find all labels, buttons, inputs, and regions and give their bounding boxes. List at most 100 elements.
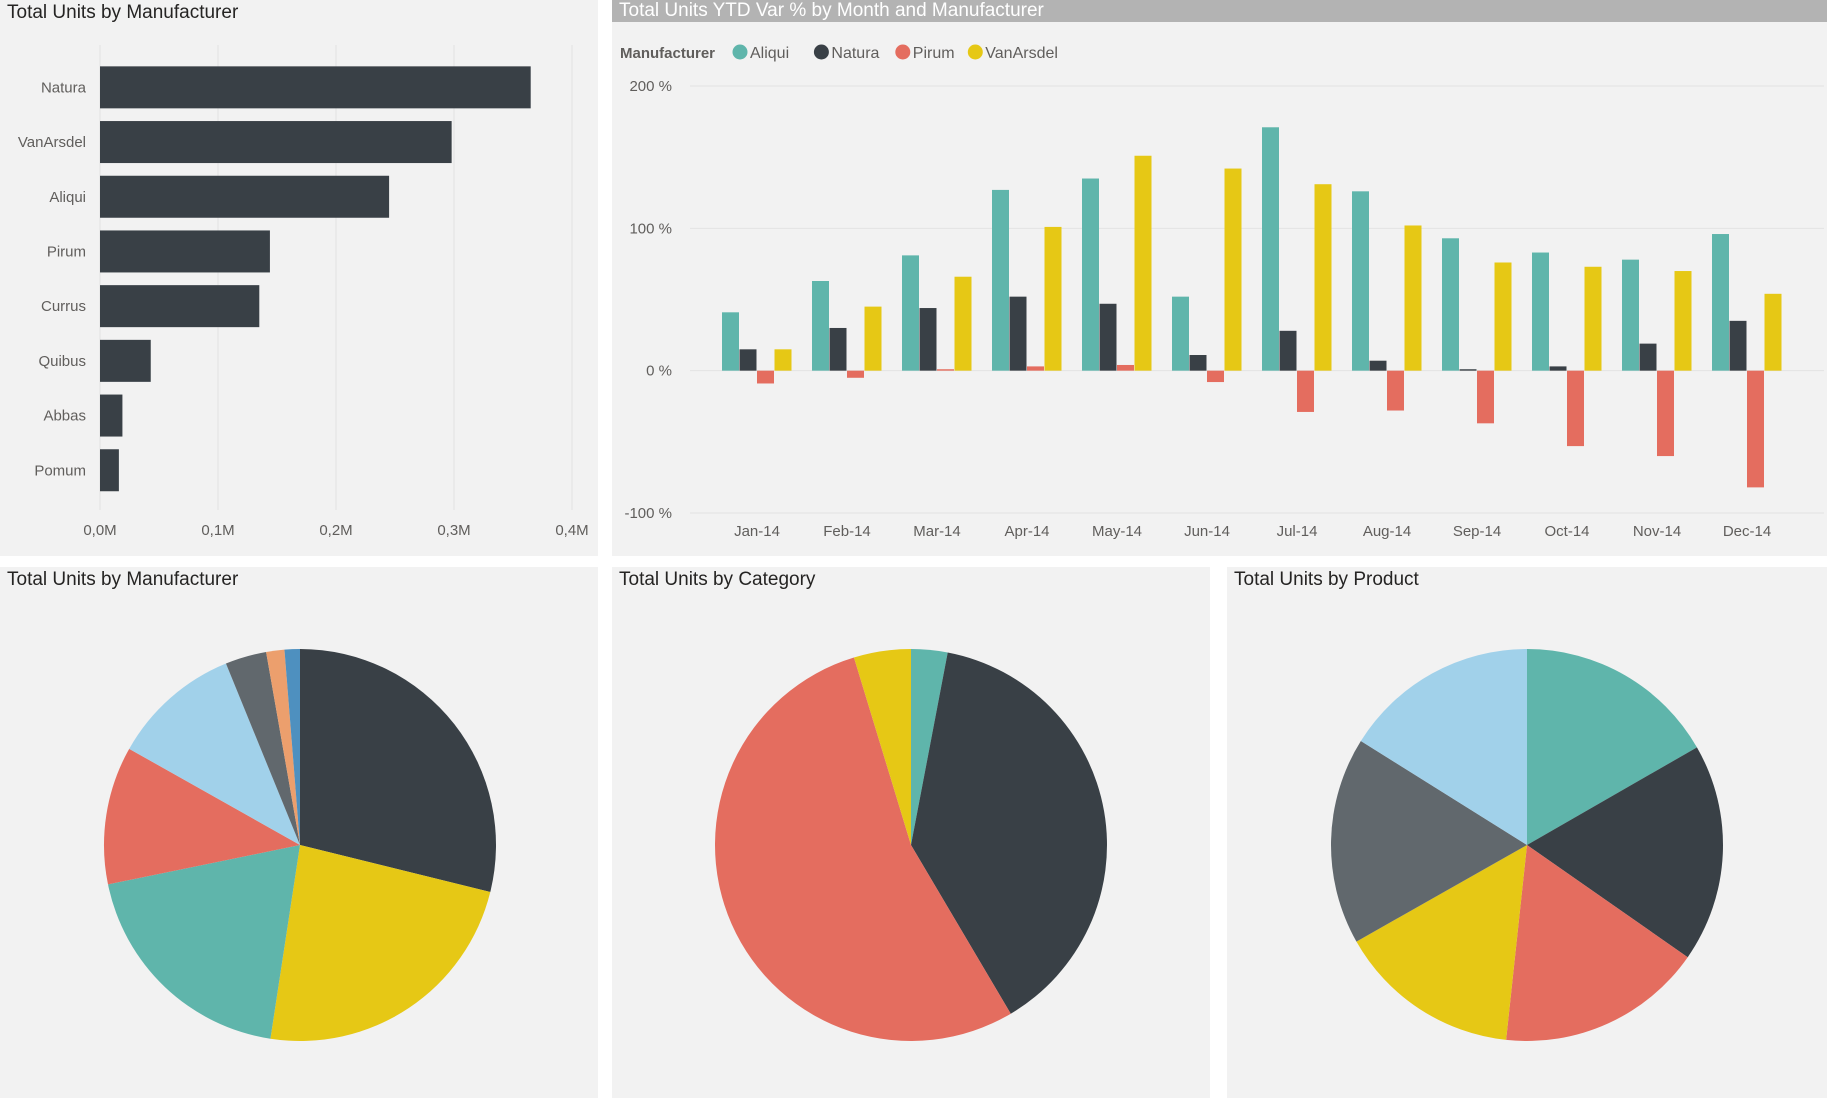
chart-title: Total Units by Category: [619, 569, 816, 590]
column-bar: [1494, 262, 1512, 371]
column-bar: [1584, 266, 1602, 371]
pie-slice: [911, 649, 948, 845]
x-category-label: May-14: [1092, 523, 1142, 540]
x-category-label: Jan-14: [734, 523, 780, 540]
x-category-label: Feb-14: [823, 523, 871, 540]
y-tick-label: -100 %: [624, 505, 672, 522]
pie-slice: [1356, 845, 1527, 1040]
column-bar: [1477, 370, 1494, 424]
y-category-label: Pomum: [34, 462, 86, 479]
column-bar: [1099, 303, 1117, 371]
column-bar: [1747, 370, 1764, 488]
x-category-label: Dec-14: [1723, 523, 1771, 540]
column-bar: [1207, 370, 1224, 383]
x-tick-label: 0,0M: [83, 522, 116, 539]
bar-chart: 0,0M 0,1M 0,2M 0,3M 0,4M Natura VanArsdel Aliqu…: [18, 45, 589, 539]
legend-title: Manufacturer: [620, 45, 715, 62]
bar: [100, 339, 151, 382]
column-bar: [1082, 178, 1099, 371]
y-category-label: VanArsdel: [18, 134, 86, 151]
pie-chart: [104, 649, 496, 1041]
column-bar: [1009, 296, 1027, 371]
bar: [100, 121, 452, 164]
tile-column-ytd-var[interactable]: Total Units YTD Var % by Month and Manuf…: [612, 0, 1827, 556]
column-bar: [1134, 155, 1152, 371]
bar: [100, 449, 119, 492]
legend-marker: [813, 44, 829, 60]
y-tick-label: 100 %: [629, 220, 672, 237]
column-bar: [1224, 168, 1242, 371]
bar: [100, 230, 270, 273]
chart-title: Total Units by Manufacturer: [7, 569, 239, 590]
bar: [100, 66, 531, 109]
column-bar: [1622, 259, 1639, 371]
x-category-label: Sep-14: [1453, 523, 1501, 540]
column-bar: [919, 308, 937, 371]
pie-slice: [911, 652, 1107, 1014]
pie-slice: [270, 845, 491, 1041]
pie-slice: [853, 649, 911, 845]
pie-slice: [1331, 741, 1527, 942]
column-bar: [992, 189, 1009, 371]
column-bar: [954, 276, 972, 371]
tile-bar-units-by-manufacturer[interactable]: Total Units by Manufacturer 0,0M 0,1M 0,2M…: [0, 0, 598, 556]
x-tick-label: 0,3M: [437, 522, 470, 539]
bar: [100, 394, 123, 437]
column-bar: [1262, 127, 1279, 371]
x-category-label: Aug-14: [1363, 523, 1411, 540]
column-bar: [937, 369, 954, 371]
legend-label: Natura: [831, 45, 879, 62]
y-tick-label: 0 %: [646, 363, 672, 380]
y-category-label: Abbas: [43, 408, 86, 425]
pie-slice: [300, 649, 496, 892]
column-bar: [864, 306, 882, 371]
pie-slice: [1506, 845, 1688, 1041]
x-category-label: Jun-14: [1184, 523, 1230, 540]
legend-marker: [732, 44, 748, 60]
y-category-label: Natura: [41, 79, 87, 96]
x-category-label: Nov-14: [1633, 523, 1681, 540]
title-bar: [612, 0, 1827, 22]
legend-marker: [895, 44, 911, 60]
x-category-label: Mar-14: [913, 523, 961, 540]
tile-pie-units-by-manufacturer[interactable]: Total Units by Manufacturer: [0, 567, 598, 1098]
pie-slice: [715, 657, 1011, 1041]
column-bar: [1044, 226, 1062, 371]
bar: [100, 175, 390, 218]
column-bar: [1352, 191, 1369, 371]
column-bar: [1279, 330, 1297, 371]
y-category-label: Aliqui: [49, 189, 86, 206]
y-category-label: Pirum: [47, 243, 86, 260]
column-bar: [847, 370, 864, 378]
pie-slice: [1527, 747, 1723, 958]
x-tick-label: 0,4M: [555, 522, 588, 539]
column-bar: [812, 280, 829, 371]
column-bar: [1297, 370, 1314, 412]
legend-label: VanArsdel: [985, 45, 1058, 62]
chart-title: Total Units YTD Var % by Month and Manuf…: [619, 0, 1044, 21]
pie-slice: [129, 663, 300, 845]
pie-slice: [104, 748, 300, 885]
legend-marker: [967, 44, 983, 60]
pie-slice: [225, 651, 300, 845]
column-bar: [1549, 366, 1567, 371]
y-category-label: Currus: [41, 298, 86, 315]
column-bar: [1567, 370, 1584, 447]
column-chart: -100 % 0 % 100 % 200 % Manufacturer Aliqui Nat…: [620, 44, 1824, 540]
column-bar: [1657, 370, 1674, 457]
pie-slice: [266, 649, 300, 845]
tile-pie-units-by-category[interactable]: Total Units by Category: [612, 567, 1210, 1098]
column-bar: [1404, 225, 1422, 371]
column-bar: [1117, 364, 1134, 371]
pie-slice: [284, 649, 300, 845]
legend-label: Pirum: [913, 45, 955, 62]
column-bar: [1369, 360, 1387, 371]
column-bar: [1314, 184, 1332, 371]
column-bar: [1189, 355, 1207, 371]
column-bar: [739, 349, 757, 371]
bar: [100, 285, 260, 328]
tile-pie-units-by-product[interactable]: Total Units by Product: [1227, 567, 1827, 1098]
column-bar: [1639, 343, 1657, 371]
pie-slice: [1527, 649, 1697, 845]
x-category-label: Oct-14: [1544, 523, 1589, 540]
